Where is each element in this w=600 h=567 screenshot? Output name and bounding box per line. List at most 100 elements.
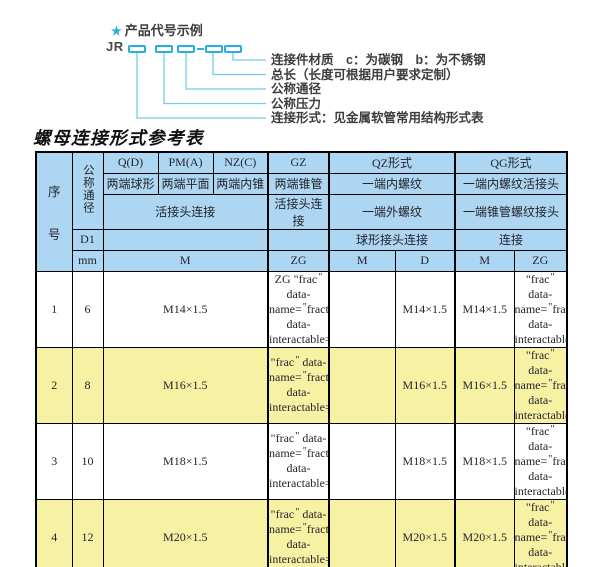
end-style-nzc: 两端内锥 [212,172,269,195]
cell-qg_m: M20×1.5 [454,498,515,567]
conn-style-union: 活接头连接 [102,193,269,230]
cell-m: M16×1.5 [102,346,269,424]
code-box-2 [155,45,173,53]
cell-qg_zg: "frac" data-name="fraction" data-interac… [513,422,568,500]
code-prefix: JR [106,39,124,54]
star-icon: ★ [111,24,122,38]
cell-qg_m: M16×1.5 [454,346,515,424]
conn-style-qg: 一端锥管螺纹接头 [454,193,568,230]
code-box-1 [128,45,146,53]
thread-col-qg-m: M [454,249,515,272]
cell-qz_d: M16×1.5 [394,346,456,424]
col-header-nzc: NZ(C) [212,151,269,174]
conn-style2-qg: 连接 [454,228,568,251]
legend-nominal-pressure: 公称压力 [271,96,322,111]
cell-qg_m: M14×1.5 [454,270,515,348]
cell-qz_d: M20×1.5 [394,498,456,567]
col-header-d1: D1 [71,228,104,251]
header-row-4: D1 球形接头连接 连接 [36,228,568,251]
inch-mark: " [550,271,555,283]
thread-col-m: M [102,249,269,272]
cell-m: M18×1.5 [102,422,269,500]
cell-qz_m [328,270,396,348]
nut-connection-table: 序号 公称通径 Q(D) PM(A) NZ(C) GZ QZ形式 QG形式 两端… [35,151,568,567]
cell-m: M14×1.5 [102,270,269,348]
table-header: 序号 公称通径 Q(D) PM(A) NZ(C) GZ QZ形式 QG形式 两端… [35,151,568,272]
inch-mark: " [550,423,555,435]
inch-mark: " [525,347,531,362]
diagram-heading: ★ 产品代号示例 [111,20,203,39]
header-blank-m [102,228,269,251]
thread-col-qg-zg: ZG [513,249,568,272]
cell-seq: 3 [35,422,73,500]
dn-label: 公称通径 [81,163,94,214]
inch-mark: " [318,271,323,283]
header-row-5: mm M ZG M D M ZG [36,249,568,272]
col-header-qd: Q(D) [102,151,159,174]
cell-qg_zg: "frac" data-name="fraction" data-interac… [513,270,568,348]
inch-mark: " [295,507,300,518]
inch-mark: " [550,499,555,511]
conn-style-qz: 一端外螺纹 [328,193,456,230]
inch-mark: " [270,507,276,521]
cell-dn: 8 [71,346,104,424]
cell-qz_d: M18×1.5 [394,422,456,500]
code-box-4 [205,45,223,53]
cell-dn: 6 [71,270,104,348]
end-style-pma: 两端平面 [157,172,214,195]
col-header-seq: 序号 [35,151,73,272]
table-title: 螺母连接形式参考表 [33,129,204,149]
legend-nominal-diameter: 公称通径 [271,82,322,96]
col-header-dn: 公称通径 [71,151,104,230]
cell-seq: 1 [35,270,73,348]
cell-seq: 4 [35,498,73,567]
cell-qz_m [328,422,396,500]
header-row-3: 活接头连接 活接头连接 一端外螺纹 一端锥管螺纹接头 [36,193,568,230]
cell-m: M20×1.5 [102,498,269,567]
code-dash [197,48,204,50]
legend-total-length: 总长（长度可根据用户要求定制） [271,67,459,82]
conn-style-gz: 活接头连接 [267,193,330,230]
cell-qz_m [328,498,396,567]
inch-mark: " [302,446,307,457]
cell-gz: "frac" data-name="fraction" data-interac… [267,346,330,424]
inch-mark: " [548,377,553,389]
cell-qg_zg: "frac" data-name="fraction" data-interac… [513,498,568,567]
cell-qg_zg: "frac" data-name="fraction" data-interac… [513,346,568,424]
thread-col-qz-m: M [328,249,396,272]
inch-mark: " [548,453,553,465]
inch-mark: " [295,355,300,366]
inch-mark: " [295,431,300,442]
cell-seq: 2 [35,346,73,424]
legend-material: 连接件材质 c：为碳钢 b：为不锈钢 [271,53,486,67]
end-style-qd: 两端球形 [102,172,159,195]
inch-mark: " [270,355,276,369]
inch-mark: " [302,370,307,381]
header-blank-gz [267,228,330,251]
inch-mark: " [525,499,531,514]
legend-connection-form: 连接形式：见金属软管常用结构形式表 [271,111,484,125]
thread-col-qz-d: D [394,249,456,272]
col-header-mm: mm [71,249,104,272]
end-style-qg: 一端内螺纹活接头 [454,172,568,195]
cell-gz: ZG "frac" data-name="fraction" data-inte… [267,270,330,348]
header-row-2: 两端球形 两端平面 两端内锥 两端锥管 一端内螺纹 一端内螺纹活接头 [36,172,568,195]
col-header-qz: QZ形式 [328,151,456,174]
diagram-heading-text: 产品代号示例 [124,23,203,38]
cell-qz_d: M14×1.5 [394,270,456,348]
col-header-gz: GZ [267,151,330,174]
end-style-qz: 一端内螺纹 [328,172,456,195]
seq-label: 序号 [47,184,61,242]
header-row-1: 序号 公称通径 Q(D) PM(A) NZ(C) GZ QZ形式 QG形式 [35,151,568,272]
col-header-qg: QG形式 [454,151,568,174]
inch-mark: " [302,301,307,313]
inch-mark: " [548,301,553,313]
cell-qg_m: M18×1.5 [454,422,515,500]
end-style-gz: 两端锥管 [267,172,330,195]
code-box-5 [224,45,242,53]
inch-mark: " [293,271,299,286]
